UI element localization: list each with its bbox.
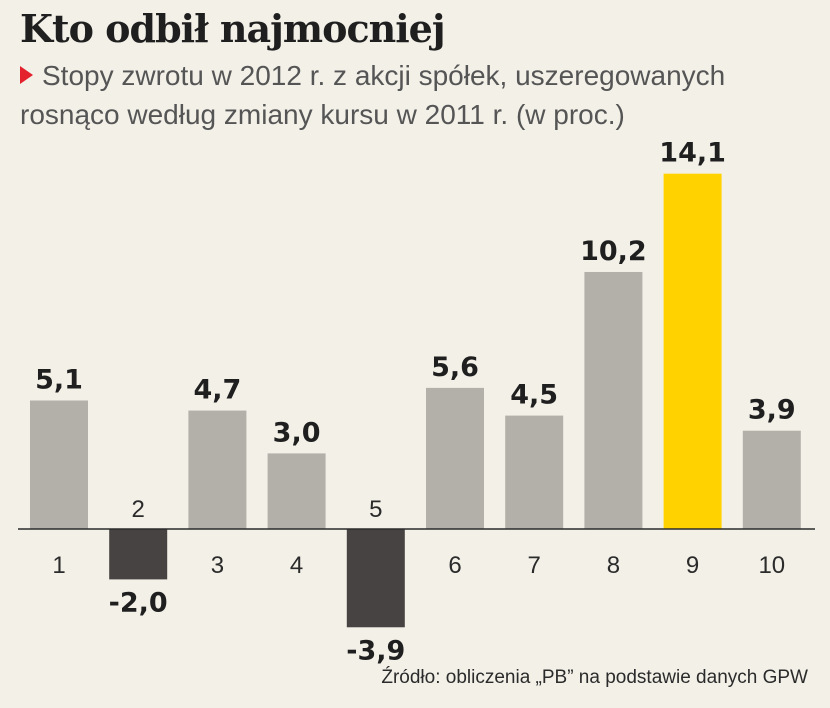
bar [742, 430, 801, 529]
bar [584, 271, 643, 529]
category-label: 2 [132, 496, 145, 523]
value-label: 10,2 [580, 236, 647, 267]
category-label: 4 [290, 552, 303, 579]
subtitle-line-2: rosnąco według zmiany kursu w 2011 r. (w… [20, 99, 625, 130]
bar [505, 415, 564, 529]
chart-subtitle: Stopy zwrotu w 2012 r. z akcji spółek, u… [20, 56, 820, 134]
bar [663, 173, 722, 529]
subtitle-line-1: Stopy zwrotu w 2012 r. z akcji spółek, u… [42, 60, 726, 91]
value-label: 4,7 [193, 375, 241, 406]
value-label: 3,0 [273, 417, 321, 448]
category-label: 7 [528, 552, 541, 579]
value-label: 5,1 [35, 364, 83, 395]
value-label: -2,0 [109, 587, 168, 618]
category-label: 6 [448, 552, 461, 579]
category-label: 9 [686, 552, 699, 579]
category-label: 8 [607, 552, 620, 579]
bar [426, 387, 484, 529]
bar [267, 453, 326, 529]
source-note: Źródło: obliczenia „PB” na podstawie dan… [381, 667, 808, 688]
value-label: 3,9 [748, 395, 796, 426]
bar [30, 400, 88, 529]
chart-title: Kto odbił najmocniej [20, 6, 446, 51]
bar [109, 529, 168, 580]
category-label: 3 [211, 552, 224, 579]
category-label: 5 [369, 496, 382, 523]
value-label: -3,9 [346, 635, 405, 666]
category-label: 1 [52, 552, 65, 579]
value-label: 14,1 [659, 138, 726, 169]
bar [346, 529, 405, 628]
red-triangle-icon [20, 66, 33, 84]
value-label: 4,5 [510, 380, 558, 411]
bar [188, 410, 247, 529]
value-label: 5,6 [431, 352, 479, 383]
category-label: 10 [758, 552, 785, 579]
